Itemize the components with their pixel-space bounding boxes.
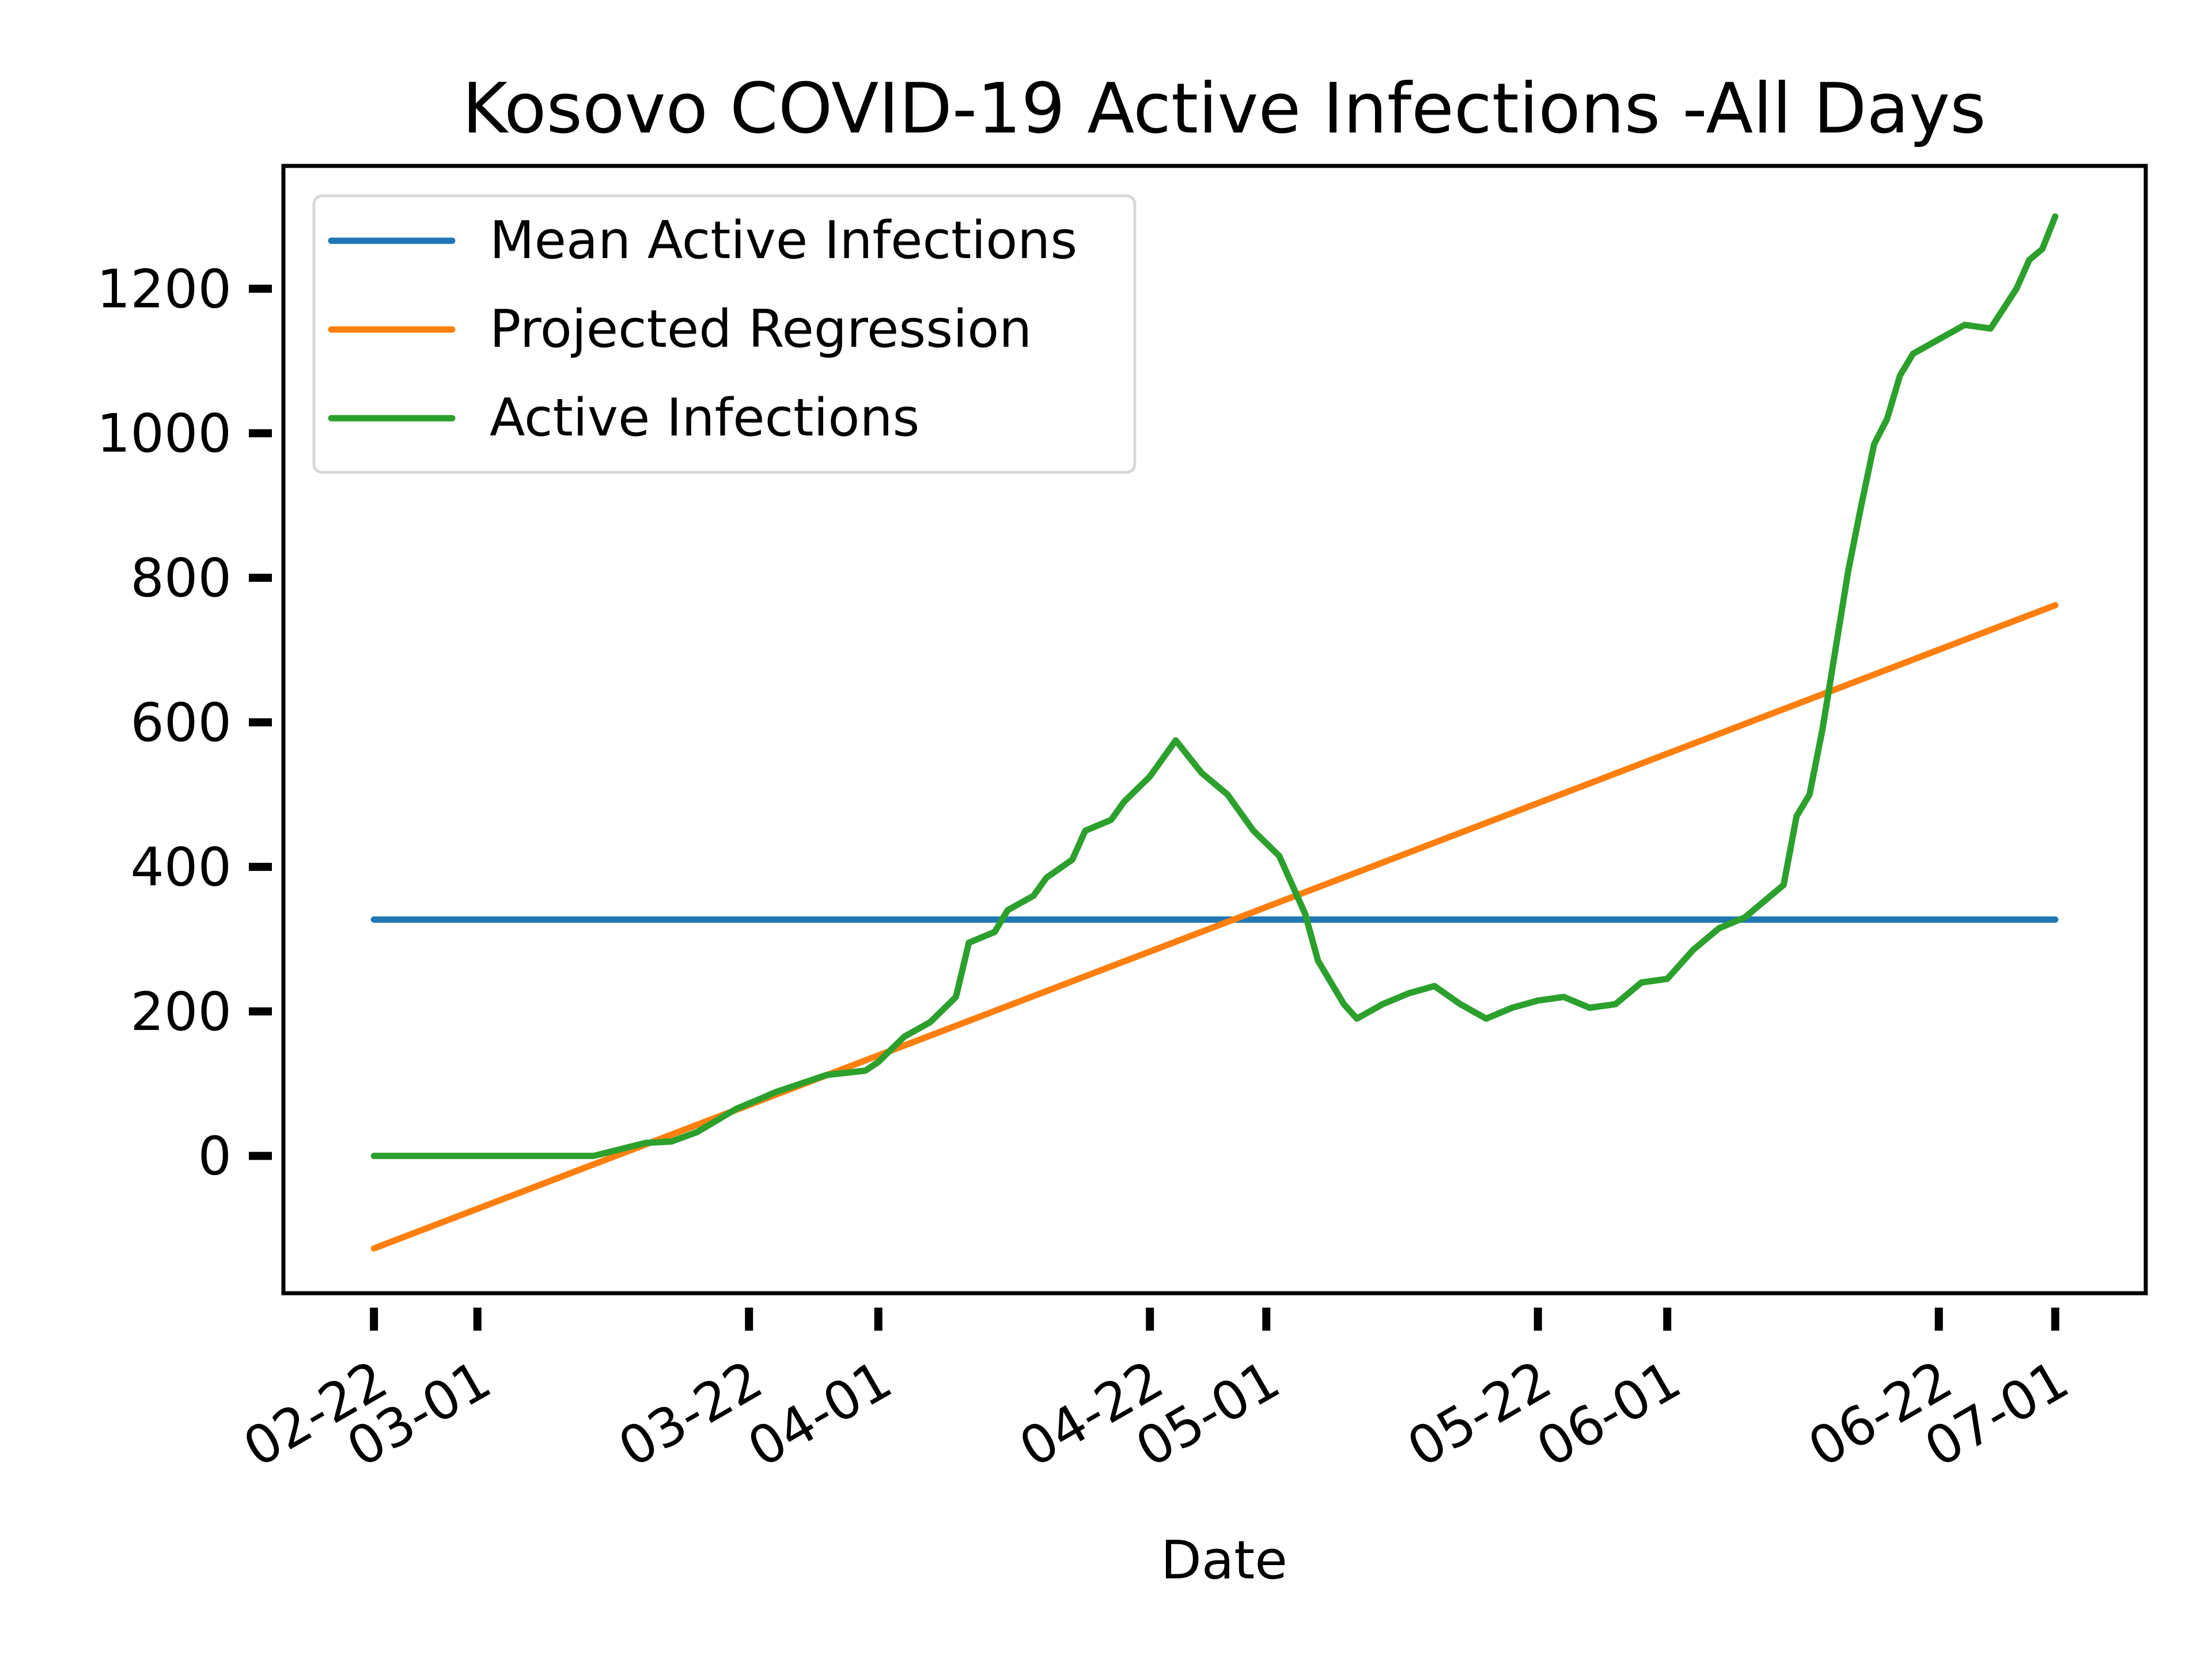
y-tick-label: 600 <box>130 692 232 753</box>
series-line-active-infections <box>370 213 2059 1160</box>
legend-label-active-infections: Active Infections <box>490 388 919 448</box>
y-tick-label: 1000 <box>97 403 232 464</box>
x-axis-label: Date <box>1161 1529 1287 1591</box>
chart-title: Kosovo COVID-19 Active Infections -All D… <box>462 69 1986 149</box>
y-tick-label: 800 <box>130 547 232 609</box>
legend-box <box>312 194 1137 474</box>
legend: Mean Active Infections Projected Regress… <box>312 194 1137 474</box>
y-tick-label: 400 <box>130 836 232 898</box>
plot-area-frame <box>281 164 2148 1296</box>
legend-label-mean-active-infections: Mean Active Infections <box>490 210 1077 271</box>
plot-lines <box>370 213 2059 1252</box>
legend-label-projected-regression: Projected Regression <box>490 299 1032 359</box>
y-axis: 0 200 400 600 800 1000 1200 <box>97 258 272 1187</box>
y-tick-label: 0 <box>198 1126 232 1187</box>
y-tick-label: 1200 <box>97 258 232 320</box>
y-tick-label: 200 <box>130 981 232 1043</box>
